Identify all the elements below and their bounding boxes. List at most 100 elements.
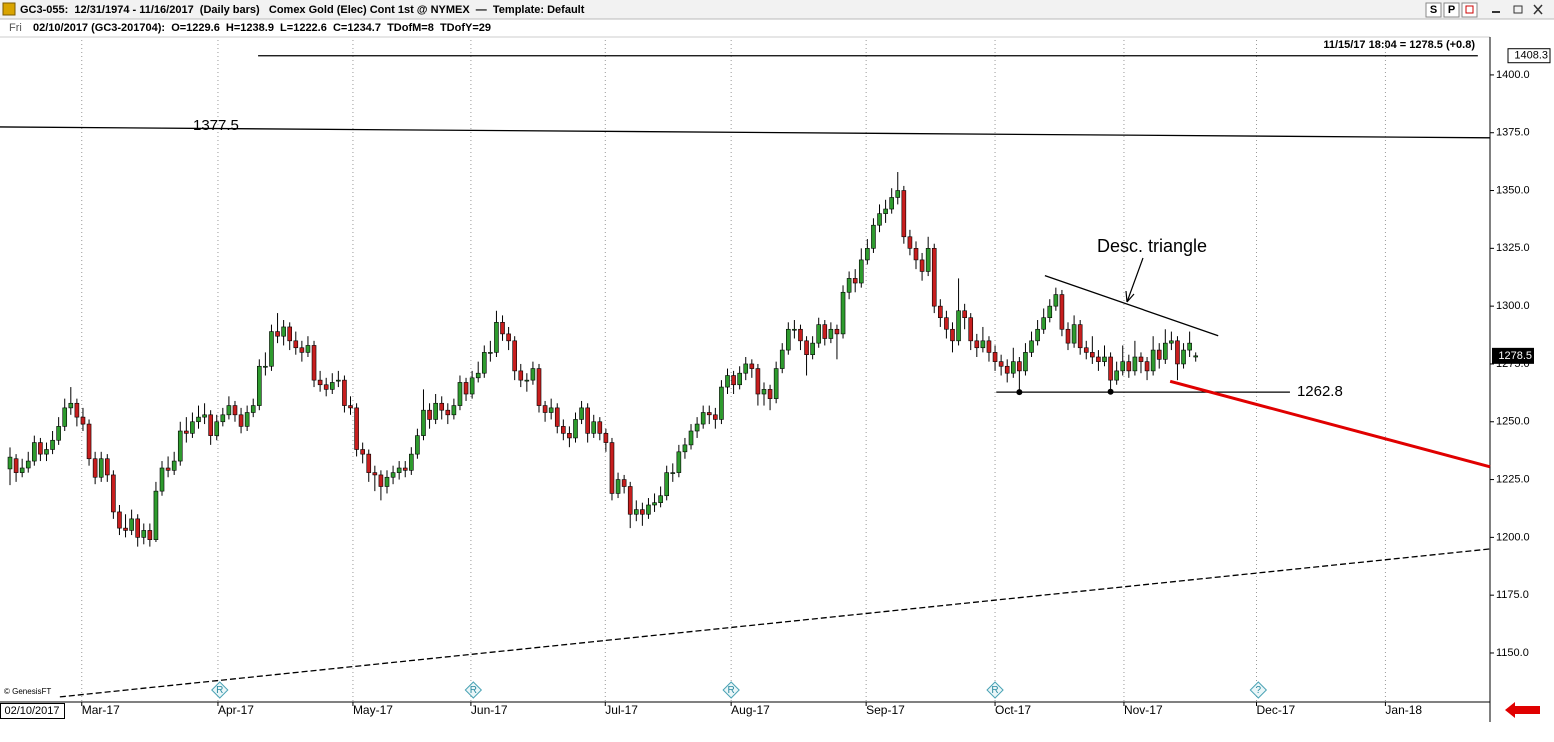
button-p-label[interactable]: P — [1448, 4, 1455, 16]
candle-body — [147, 530, 153, 540]
candle-body — [786, 328, 791, 351]
date-box-label: 02/10/2017 — [4, 705, 59, 717]
x-tick-label: Jul-17 — [605, 703, 638, 717]
candle-body — [13, 458, 19, 473]
candle-body — [80, 416, 86, 425]
candle-body — [852, 278, 858, 284]
candle-body — [1053, 294, 1059, 307]
candle-body — [1017, 361, 1022, 372]
candle-body — [153, 490, 159, 540]
candle-body — [646, 504, 651, 515]
candle-body — [627, 486, 633, 515]
candle-body — [92, 458, 98, 478]
candle-body — [117, 511, 122, 529]
restore[interactable] — [1513, 5, 1523, 14]
candle-body — [743, 363, 749, 374]
x-tick-label: Sep-17 — [866, 703, 905, 717]
candle-body — [475, 372, 481, 379]
y-tick-label: 1250.0 — [1496, 416, 1530, 428]
close[interactable] — [1533, 4, 1543, 15]
copyright: © GenesisFT — [4, 687, 51, 696]
candle-body — [50, 439, 55, 450]
x-tick-label: Nov-17 — [1124, 703, 1163, 717]
date-box — [0, 703, 65, 719]
pivot-point — [1107, 388, 1114, 395]
candle-body — [378, 474, 384, 487]
export-icon — [1465, 5, 1474, 14]
candle-body — [244, 412, 250, 427]
y-tick-label: 1150.0 — [1496, 647, 1529, 659]
candle-body — [56, 426, 61, 441]
app-icon — [2, 2, 16, 16]
candle-body — [1004, 365, 1010, 374]
scroll-arrow[interactable] — [1505, 702, 1540, 718]
candle-body — [779, 349, 785, 369]
candle-body — [396, 467, 402, 473]
candle-body — [457, 382, 463, 406]
event-marker — [211, 681, 229, 699]
annotation: Desc. triangle — [1097, 236, 1207, 256]
candle-body — [305, 345, 311, 353]
candle-body — [889, 197, 894, 210]
candle-body — [767, 389, 773, 399]
candle-body — [1120, 361, 1126, 372]
candle-body — [104, 458, 110, 476]
candle-body — [621, 479, 627, 487]
candle-body — [749, 363, 755, 369]
candle-body — [269, 331, 274, 367]
candle-body — [445, 409, 451, 416]
candle-body — [494, 322, 499, 353]
candle-body — [196, 416, 201, 423]
candle-body — [111, 474, 116, 513]
candle-body — [865, 248, 870, 261]
candle-body — [427, 409, 432, 420]
candle-body — [32, 442, 37, 462]
candle-body — [1169, 340, 1174, 344]
candle-body — [451, 405, 457, 416]
candle-body — [74, 402, 80, 418]
candle-body — [348, 405, 353, 409]
button-s-label[interactable]: S — [1430, 4, 1437, 16]
candle-body — [1102, 356, 1107, 362]
candle-body — [469, 377, 475, 395]
candle-body — [579, 407, 584, 420]
candle-body — [141, 530, 147, 538]
candle-body — [1108, 356, 1113, 381]
candle-body — [25, 460, 31, 469]
candle-body — [907, 236, 913, 249]
button-p[interactable] — [1443, 2, 1460, 18]
candle-body — [202, 414, 207, 418]
candle-body — [402, 467, 408, 471]
candle-body — [609, 442, 615, 494]
candle-body — [652, 502, 657, 506]
candle-body — [585, 407, 590, 434]
button-export[interactable] — [1461, 2, 1478, 18]
last-price-tag — [1492, 347, 1534, 364]
candle-body — [1059, 294, 1065, 330]
candle-body — [877, 213, 882, 226]
candle-body — [713, 414, 718, 420]
candle-body — [208, 414, 213, 436]
pivot-point — [1016, 389, 1023, 396]
candle-body — [415, 435, 420, 455]
candle-body — [986, 340, 992, 353]
y-tick-label: 1325.0 — [1496, 242, 1530, 254]
button-s[interactable] — [1425, 2, 1442, 18]
candle-body — [688, 430, 694, 446]
candle-body — [7, 456, 13, 470]
candle-body — [177, 430, 183, 462]
candle-body — [184, 430, 189, 434]
x-tick-label: Oct-17 — [995, 703, 1031, 717]
candle-body — [810, 342, 815, 355]
candle-body — [512, 340, 517, 372]
candle-body — [615, 479, 621, 494]
candle-body — [311, 345, 317, 381]
candle-body — [962, 310, 967, 319]
candle-body — [682, 444, 688, 453]
x-tick-label: Jan-18 — [1385, 703, 1422, 717]
candle-body — [1126, 361, 1132, 372]
candle-body — [670, 472, 676, 474]
candle-body — [925, 248, 931, 272]
candle-body — [421, 409, 426, 436]
